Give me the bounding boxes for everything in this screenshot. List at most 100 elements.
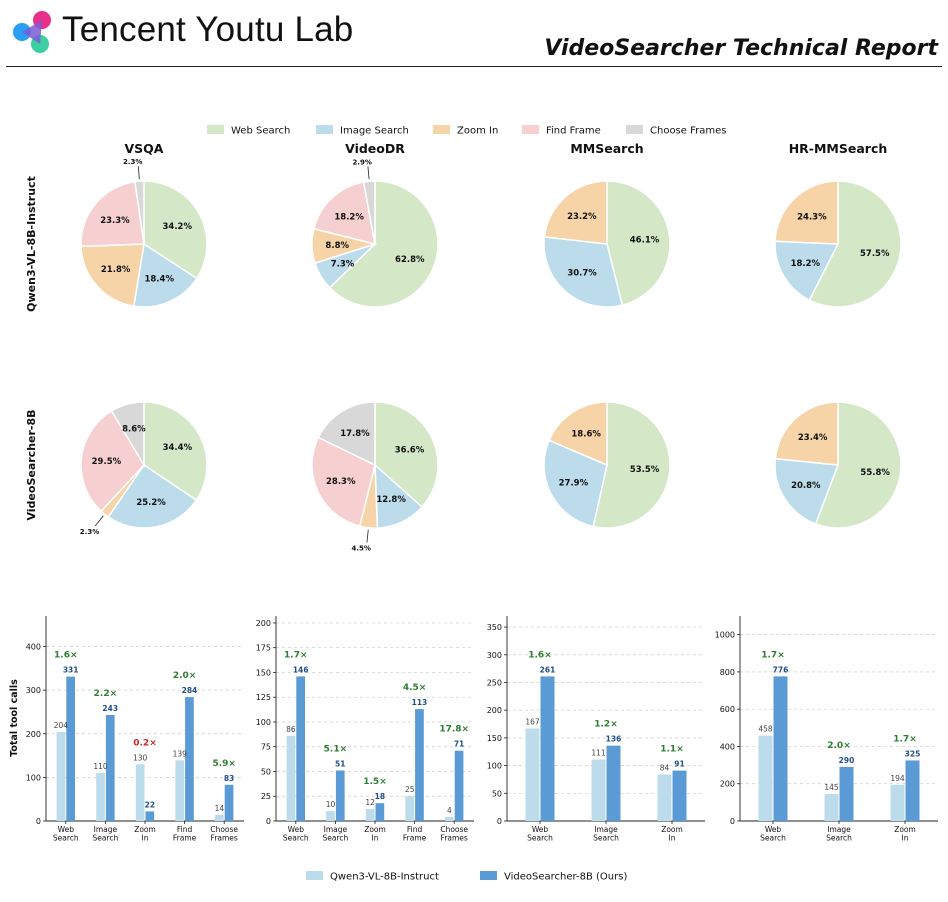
x-tick-label-web-search: Web — [288, 825, 305, 834]
bar-qwen3-choose-frames — [444, 817, 454, 821]
row-label-videosearcher-8b: VideoSearcher-8B — [25, 409, 38, 520]
pie-slice-zoom-in — [543, 180, 608, 245]
bar-value-qwen3: 194 — [890, 774, 905, 783]
bar-videosearcher-image-search — [606, 745, 621, 821]
page-header: Tencent Youtu Lab VideoSearcher Technica… — [0, 0, 948, 70]
x-tick-label-zoom-in: In — [669, 834, 676, 843]
pie-slice-zoom-in — [774, 401, 839, 466]
bar-value-videosearcher: 22 — [145, 800, 155, 809]
bar-value-videosearcher: 331 — [63, 666, 79, 675]
pie-slice-find-frame — [80, 180, 145, 248]
y-tick-label: 600 — [720, 705, 735, 714]
pie-slice-choose-frames — [317, 401, 376, 467]
x-tick-label-choose-frames: Frames — [441, 834, 468, 843]
x-tick-label-image-search: Image — [94, 825, 118, 834]
bar-qwen3-choose-frames — [214, 814, 224, 821]
pie-qwen3-vl-8b-instruct-videodr: 62.8% 7.3% 8.8% 18.2% 2.9% — [311, 158, 439, 308]
slice-label-zoom-in: 24.3% — [797, 213, 827, 223]
y-tick-label: 400 — [26, 643, 41, 652]
slice-label-zoom-in: 2.3% — [80, 528, 99, 536]
slice-label-image-search: 7.3% — [331, 259, 355, 269]
legend-label-web-search: Web Search — [231, 126, 290, 137]
slice-label-image-search: 12.8% — [376, 495, 406, 505]
ratio-label: 2.2× — [94, 689, 117, 699]
pie-slice-choose-frames — [362, 180, 376, 245]
bar-value-qwen3: 14 — [215, 804, 225, 813]
x-tick-label-find-frame: Find — [407, 825, 423, 834]
ratio-label: 1.6× — [528, 650, 551, 660]
slice-leader-line — [94, 515, 104, 527]
x-tick-label-image-search: Search — [323, 834, 349, 843]
y-tick-label: 200 — [26, 730, 41, 739]
pie-qwen3-vl-8b-instruct-hr-mmsearch: 57.5% 18.2% 24.3% — [774, 180, 902, 308]
report-title: VideoSearcher Technical Report — [544, 36, 938, 61]
bar-videosearcher-web-search — [296, 676, 306, 821]
brand-name: Tencent Youtu Lab — [62, 10, 354, 49]
slice-leader-line — [366, 529, 369, 543]
bar-value-qwen3: 145 — [824, 783, 839, 792]
ratio-label: 1.6× — [54, 651, 77, 661]
bar-value-videosearcher: 261 — [540, 665, 556, 674]
x-tick-label-image-search: Image — [594, 825, 618, 834]
slice-label-image-search: 18.4% — [144, 275, 174, 285]
bar-value-qwen3: 111 — [591, 749, 606, 758]
x-tick-label-web-search: Web — [58, 825, 75, 834]
bar-value-videosearcher: 113 — [412, 698, 428, 707]
youtu-logo-icon — [13, 11, 51, 53]
x-tick-label-zoom-in: In — [142, 834, 149, 843]
slice-label-image-search: 25.2% — [136, 498, 166, 508]
bar-value-videosearcher: 776 — [773, 665, 789, 674]
ratio-label: 1.2× — [594, 720, 617, 730]
x-tick-label-web-search: Search — [527, 834, 553, 843]
pie-slice-web-search — [808, 180, 902, 308]
slice-leader-line — [137, 166, 140, 180]
x-tick-label-image-search: Image — [324, 825, 348, 834]
pie-legend: Web Search Image Search Zoom In Find Frame C… — [207, 125, 726, 137]
y-axis-label: Total tool calls — [9, 679, 20, 757]
x-tick-label-find-frame: Frame — [173, 834, 197, 843]
bar-videosearcher-web-search — [773, 676, 788, 821]
pie-slice-web-search — [814, 401, 902, 529]
y-tick-label: 150 — [487, 734, 502, 743]
y-tick-label: 0 — [730, 817, 735, 826]
pie-slice-image-search — [543, 236, 624, 308]
pie-qwen3-vl-8b-instruct-vsqa: 34.2% 18.4% 21.8% 23.3% 2.3% — [80, 158, 208, 308]
slice-label-web-search: 53.5% — [630, 465, 660, 475]
pie-slice-web-search — [143, 401, 208, 502]
slice-label-find-frame: 18.2% — [334, 212, 364, 222]
slice-label-zoom-in: 8.8% — [325, 241, 349, 251]
legend-label-find-frame: Find Frame — [546, 126, 601, 137]
pie-slice-image-search — [132, 242, 198, 308]
y-tick-label: 125 — [256, 693, 271, 702]
y-tick-label: 25 — [261, 792, 271, 801]
ratio-label: 1.1× — [660, 745, 683, 755]
x-tick-label-image-search: Search — [593, 834, 619, 843]
pie-slice-find-frame — [312, 181, 376, 246]
bar-value-videosearcher: 51 — [335, 759, 345, 768]
bar-value-videosearcher: 83 — [224, 774, 234, 783]
x-tick-label-image-search: Image — [827, 825, 851, 834]
x-tick-label-web-search: Search — [53, 834, 79, 843]
pie-slice-zoom-in — [774, 180, 839, 245]
bar-videosearcher-zoom-in — [375, 803, 385, 821]
x-tick-label-zoom-in: Zoom — [661, 825, 683, 834]
y-tick-label: 50 — [492, 789, 502, 798]
bar-value-videosearcher: 71 — [454, 740, 464, 749]
bar-value-qwen3: 458 — [758, 725, 773, 734]
bar-qwen3-image-search — [824, 793, 839, 821]
bar-qwen3-find-frame — [175, 760, 185, 821]
legend-label-image-search: Image Search — [340, 126, 409, 137]
pie-grid: VSQA VideoDR MMSearch HR-MMSearch Qwen3-VL-8… — [25, 141, 902, 553]
y-tick-label: 75 — [261, 743, 271, 752]
legend-swatch-image-search — [316, 125, 333, 134]
x-tick-label-image-search: Search — [93, 834, 119, 843]
legend-label-choose-frames: Choose Frames — [650, 126, 726, 137]
y-tick-label: 400 — [720, 742, 735, 751]
bar-videosearcher-find-frame — [415, 709, 424, 821]
legend-swatch-find-frame — [522, 125, 539, 134]
pie-slice-web-search — [606, 180, 671, 307]
bar-videosearcher-image-search — [335, 770, 345, 821]
x-tick-label-web-search: Search — [760, 834, 786, 843]
bar-value-qwen3: 86 — [286, 725, 296, 734]
